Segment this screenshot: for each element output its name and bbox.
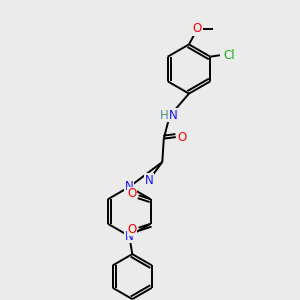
Text: N: N	[144, 173, 153, 187]
Text: H: H	[159, 109, 168, 122]
Text: N: N	[168, 109, 177, 122]
Text: Cl: Cl	[223, 49, 235, 62]
Text: O: O	[193, 22, 202, 35]
Text: O: O	[178, 130, 187, 144]
Text: N: N	[125, 230, 134, 243]
Text: N: N	[125, 180, 134, 194]
Text: O: O	[128, 223, 136, 236]
Text: O: O	[128, 187, 136, 200]
